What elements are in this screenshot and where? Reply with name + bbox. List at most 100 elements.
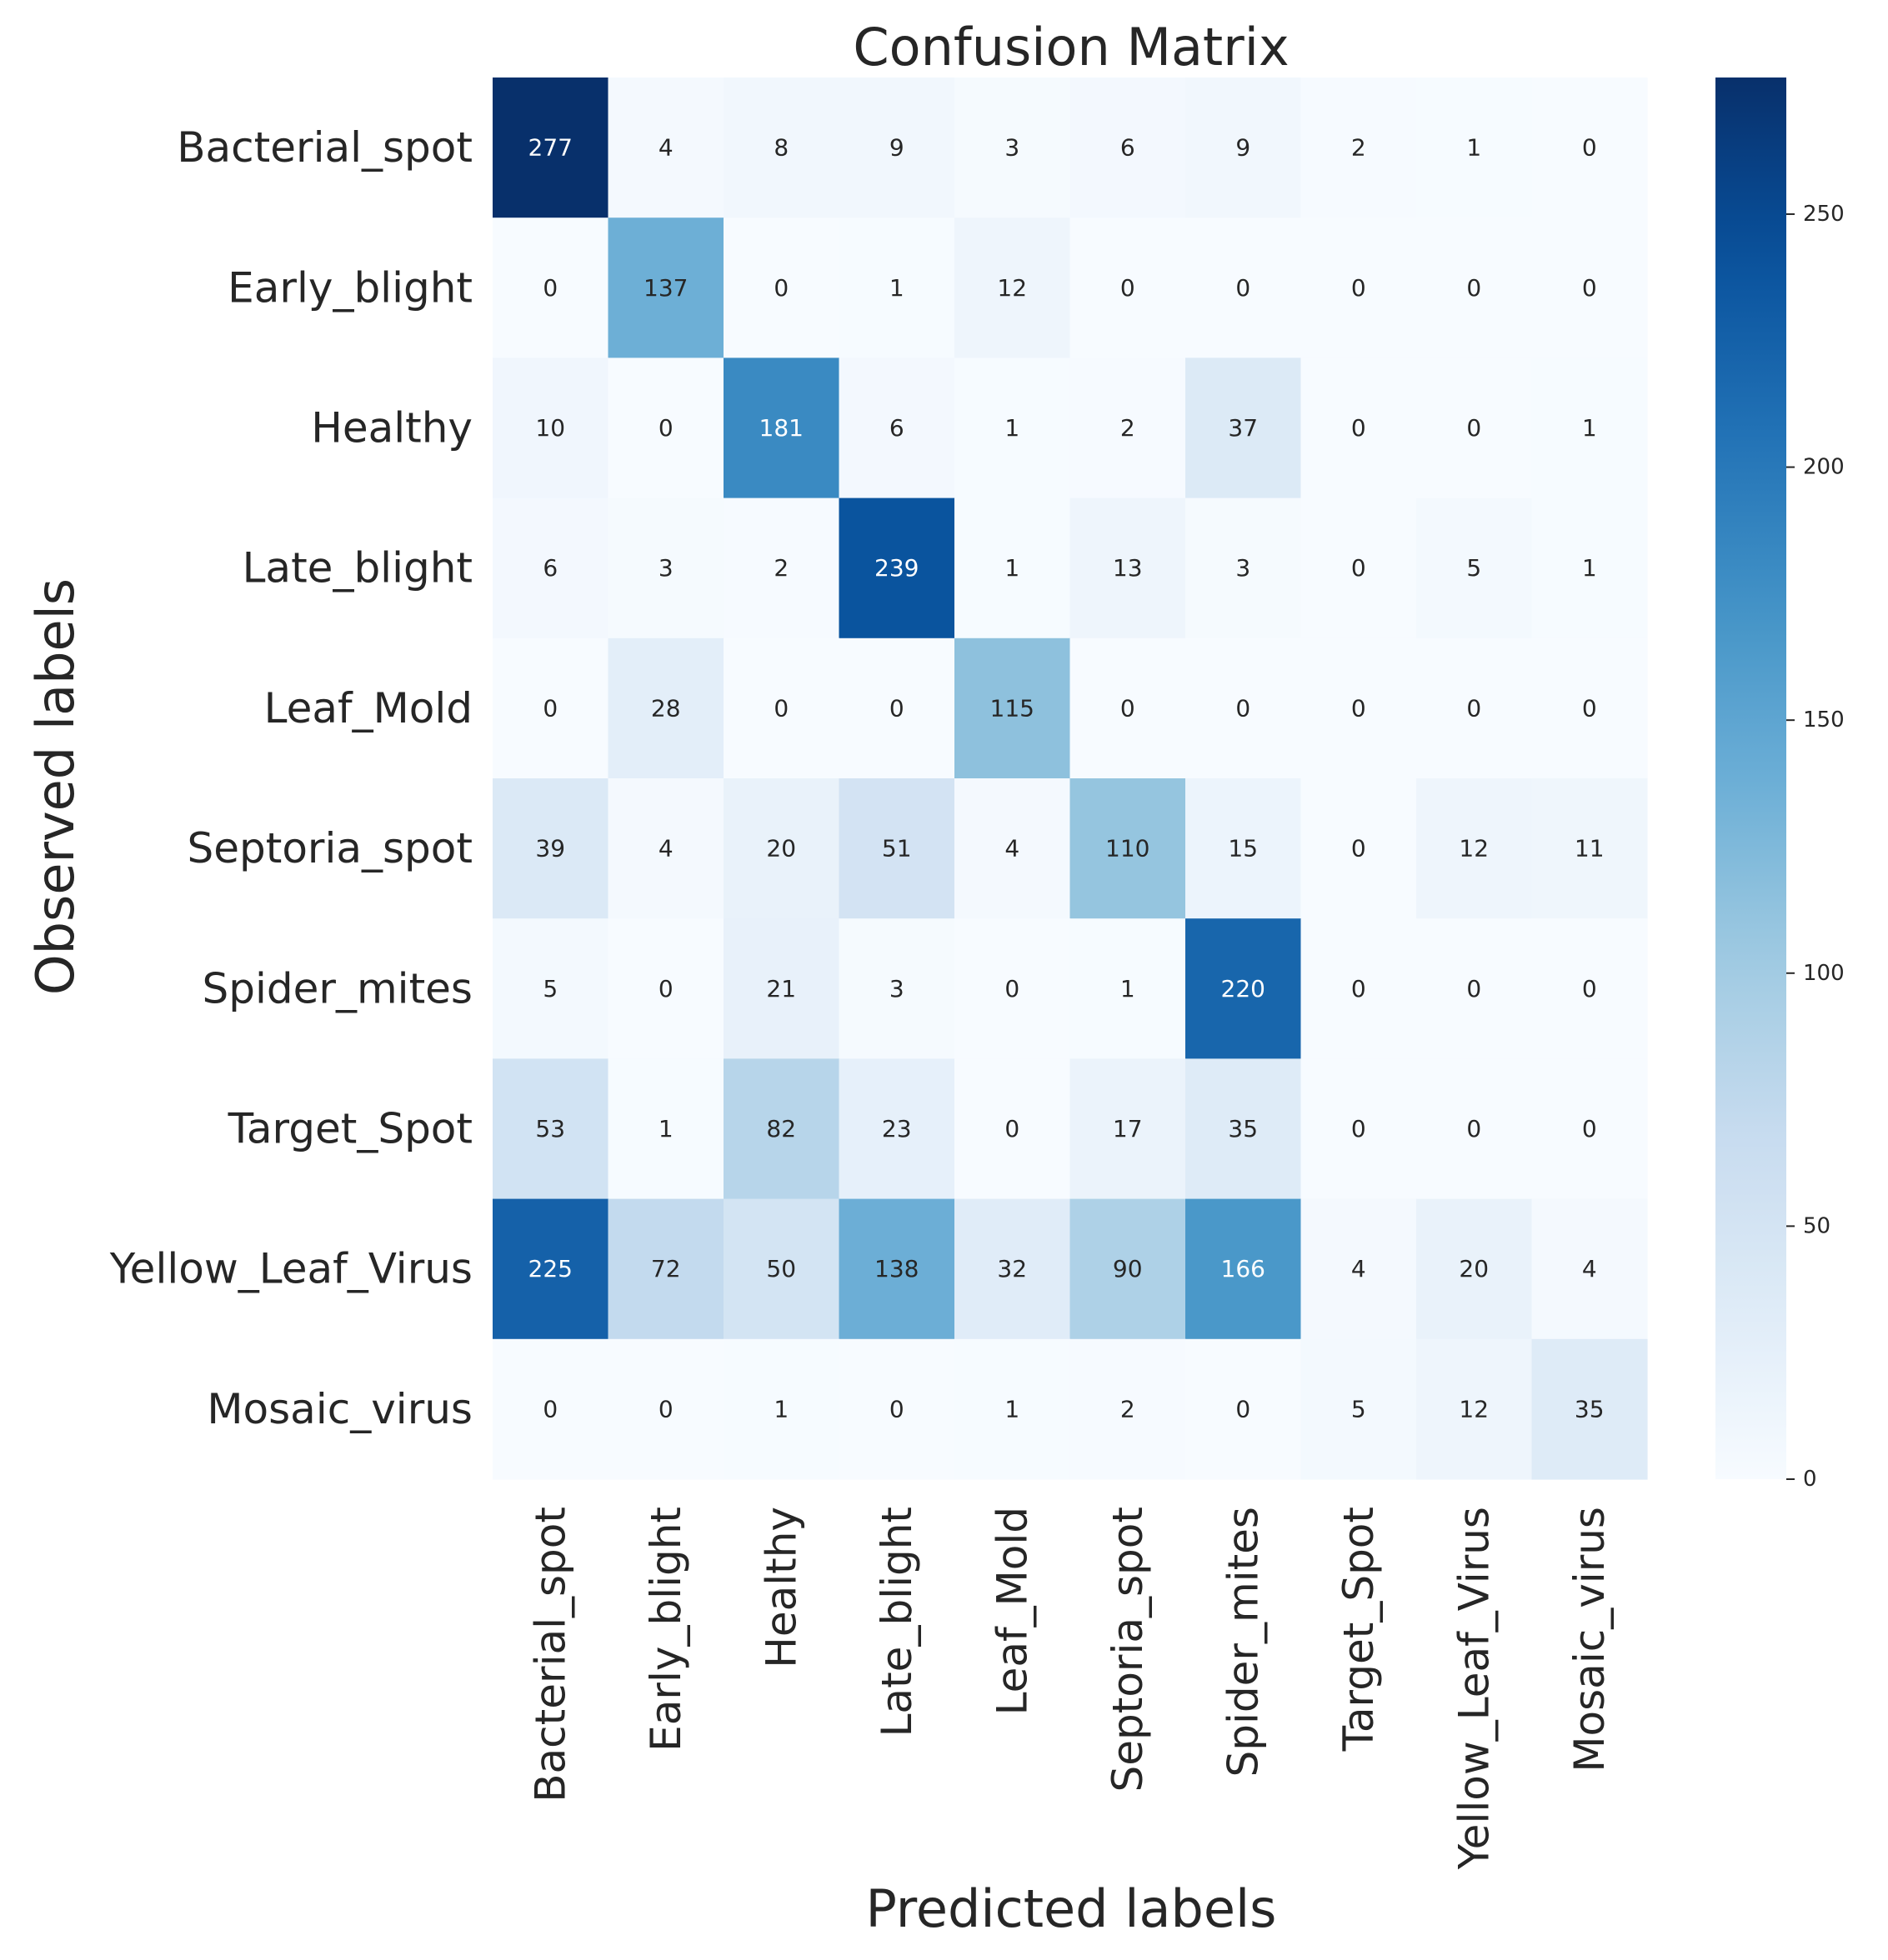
heatmap-cell (1531, 1198, 1648, 1340)
column-label: Healthy (757, 1507, 805, 1668)
cell-value-label: 20 (766, 835, 796, 862)
heatmap-cell (1069, 1058, 1186, 1200)
cell-value-label: 1 (1004, 554, 1019, 582)
cell-value-label: 110 (1105, 835, 1149, 862)
cell-value-label: 4 (659, 835, 674, 862)
column-labels: Bacterial_spot Early_blight Healthy Late_bl… (526, 1507, 1614, 1870)
colorbar-tick-label: 250 (1803, 202, 1845, 227)
cell-value-label: 277 (528, 134, 573, 162)
heatmap-cell (839, 778, 955, 919)
row-label: Spider_mites (203, 964, 473, 1012)
cell-value-label: 0 (1351, 274, 1366, 302)
cell-value-label: 2 (1120, 414, 1135, 442)
heatmap-cell (724, 78, 840, 218)
cell-value-label: 50 (766, 1255, 796, 1282)
heatmap-cell (724, 218, 840, 358)
chart-title: Confusion Matrix (853, 17, 1289, 78)
cell-value-label: 0 (1351, 414, 1366, 442)
heatmap-cell (839, 638, 955, 779)
heatmap-cell (608, 778, 724, 919)
heatmap-cell (839, 1058, 955, 1200)
heatmap-cell (1069, 498, 1186, 639)
cell-value-label: 1 (1582, 554, 1597, 582)
colorbar: 0 50 100 150 200 250 (1715, 78, 1845, 1492)
cell-value-label: 10 (535, 414, 565, 442)
heatmap-cell (493, 638, 609, 779)
cell-value-label: 0 (1351, 694, 1366, 722)
heatmap-cell (608, 638, 724, 779)
cell-value-label: 0 (1582, 975, 1597, 1002)
cell-value-label: 11 (1575, 835, 1605, 862)
heatmap-cell (1416, 1338, 1533, 1480)
cell-value-label: 5 (1351, 1395, 1366, 1422)
cell-value-label: 2 (1120, 1395, 1135, 1422)
cell-value-label: 0 (659, 975, 674, 1002)
column-label: Bacterial_spot (526, 1507, 574, 1802)
heatmap-cell (1185, 218, 1302, 358)
heatmap-cell (724, 358, 840, 499)
heatmap-cell (608, 918, 724, 1059)
cell-value-label: 53 (535, 1115, 565, 1142)
row-label: Yellow_Leaf_Virus (109, 1245, 473, 1293)
row-label: Late_blight (243, 544, 473, 592)
cell-value-label: 28 (651, 694, 681, 722)
heatmap-cell (493, 918, 609, 1059)
cell-value-label: 32 (997, 1255, 1027, 1282)
cell-value-label: 0 (1582, 694, 1597, 722)
cell-value-label: 0 (543, 1395, 558, 1422)
heatmap-cell (1300, 78, 1417, 218)
cell-value-label: 17 (1113, 1115, 1143, 1142)
heatmap-cell (1416, 778, 1533, 919)
heatmap-cell (1185, 1058, 1302, 1200)
cell-value-label: 37 (1228, 414, 1258, 442)
column-label: Spider_mites (1219, 1507, 1267, 1777)
heatmap-cell (954, 218, 1071, 358)
heatmap-cell (1531, 638, 1648, 779)
heatmap-cell (839, 218, 955, 358)
column-label: Late_blight (873, 1507, 921, 1737)
cell-value-label: 0 (543, 694, 558, 722)
heatmap-cell (954, 1198, 1071, 1340)
heatmap-cells: 277 4 8 9 3 6 9 2 1 00 137 0 1 12 0 0 0 0 010 0 181 6 1 2 37 0 0 16… (493, 78, 1648, 1480)
row-label: Leaf_Mold (264, 684, 473, 732)
heatmap-cell (608, 1338, 724, 1480)
cell-value-label: 0 (543, 274, 558, 302)
heatmap-cell (1531, 78, 1648, 218)
heatmap-cell (1416, 358, 1533, 499)
cell-value-label: 0 (1351, 975, 1366, 1002)
colorbar-ticks: 0 50 100 150 200 250 (1786, 202, 1845, 1492)
cell-value-label: 13 (1113, 554, 1143, 582)
heatmap-cell (839, 498, 955, 639)
cell-value-label: 0 (1582, 134, 1597, 162)
heatmap-cell (839, 1198, 955, 1340)
row-label: Mosaic_virus (207, 1385, 473, 1433)
cell-value-label: 1 (1004, 414, 1019, 442)
heatmap-cell (1300, 778, 1417, 919)
cell-value-label: 35 (1228, 1115, 1258, 1142)
cell-value-label: 0 (1466, 1115, 1481, 1142)
y-axis-title: Observed labels (25, 578, 86, 995)
cell-value-label: 9 (889, 134, 904, 162)
heatmap-cell (493, 1058, 609, 1200)
heatmap-cell (1531, 498, 1648, 639)
cell-value-label: 1 (1582, 414, 1597, 442)
heatmap-cell (1416, 1058, 1533, 1200)
column-label: Septoria_spot (1104, 1507, 1152, 1792)
heatmap-cell (1185, 778, 1302, 919)
cell-value-label: 220 (1221, 975, 1265, 1002)
cell-value-label: 0 (1120, 274, 1135, 302)
column-label: Yellow_Leaf_Virus (1450, 1507, 1498, 1870)
heatmap-cell (724, 1198, 840, 1340)
heatmap-cell (1416, 498, 1533, 639)
heatmap-cell (608, 498, 724, 639)
heatmap-cell (1300, 1338, 1417, 1480)
cell-value-label: 72 (651, 1255, 681, 1282)
heatmap-cell (1185, 78, 1302, 218)
heatmap-cell (1416, 1198, 1533, 1340)
cell-value-label: 0 (1235, 694, 1250, 722)
heatmap-cell (1416, 918, 1533, 1059)
cell-value-label: 21 (766, 975, 796, 1002)
cell-value-label: 4 (1582, 1255, 1597, 1282)
heatmap-cell (1185, 1338, 1302, 1480)
heatmap-cell (493, 1338, 609, 1480)
